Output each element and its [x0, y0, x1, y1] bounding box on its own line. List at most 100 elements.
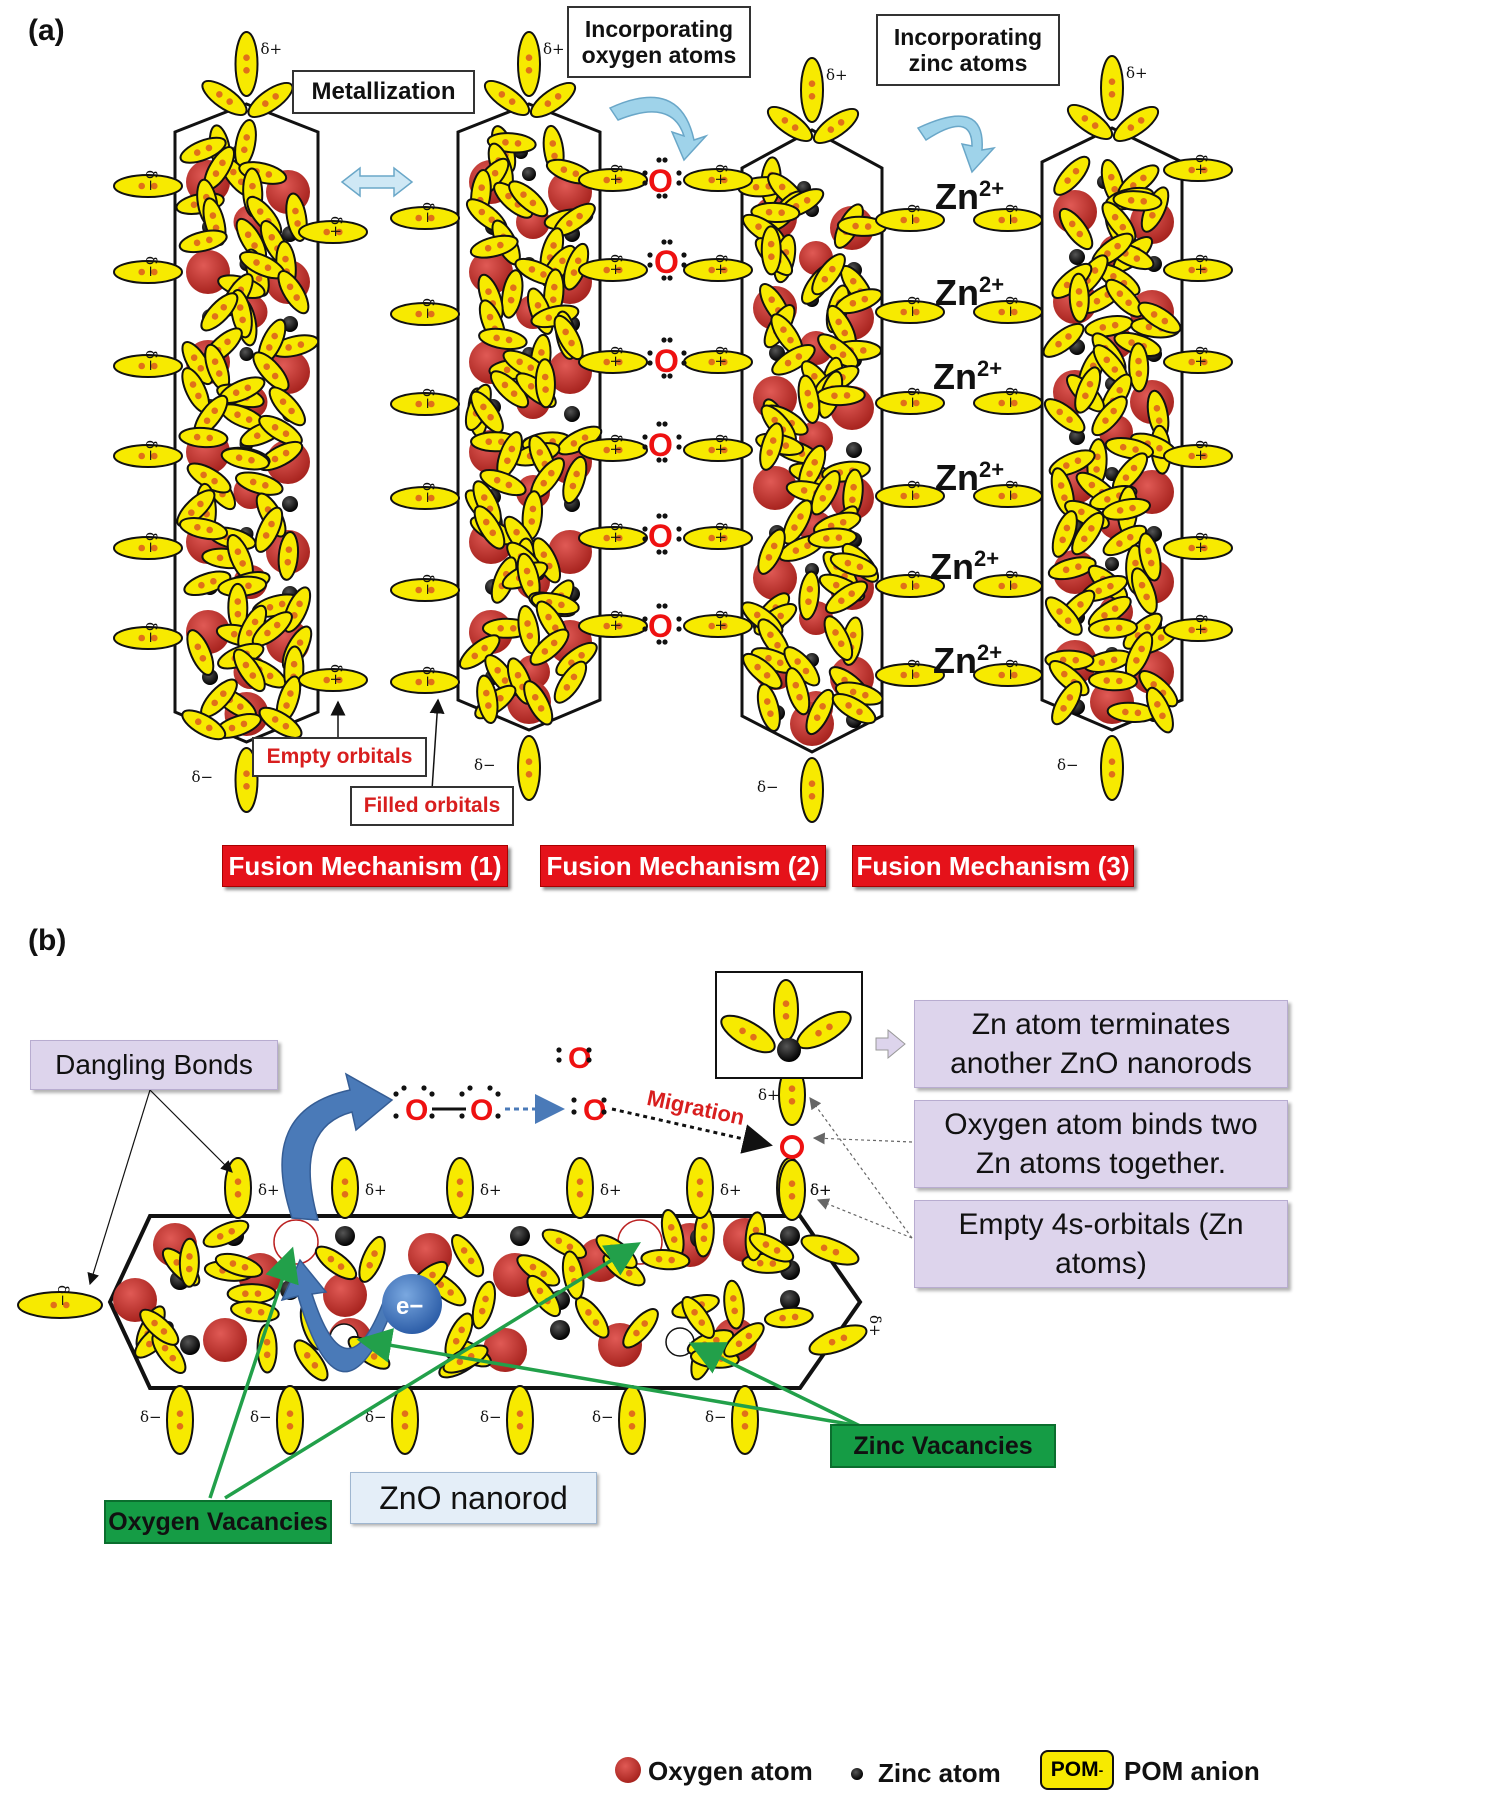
pom-anion-body [469, 234, 519, 259]
electron-label: e− [396, 1293, 423, 1320]
pom-electron-dot [271, 424, 279, 431]
pom-electron-dot [216, 554, 224, 562]
pom-anion-body [1051, 510, 1078, 558]
pom-electron-dot [510, 284, 517, 292]
pom-electron-dot [194, 718, 202, 725]
pom-electron-dot [1063, 462, 1070, 469]
pom-anion [390, 670, 460, 694]
terminates-pointer-arrow [875, 1028, 906, 1060]
pom-electron-dot [791, 524, 798, 531]
pom-electron-dot [286, 1423, 294, 1430]
pom-electron-dot [478, 1307, 486, 1315]
pom-electron-dot [773, 1247, 781, 1254]
pom-electron-dot [1122, 708, 1129, 716]
lone-pair-dot [393, 1091, 399, 1097]
pom-anion [298, 220, 368, 244]
pom-anion [331, 1157, 359, 1219]
pom-anion-body [811, 253, 846, 296]
delta-minus-label: δ− [1002, 296, 1020, 318]
pom-electron-dot [253, 259, 260, 266]
pom-anion [578, 614, 648, 638]
delta-minus-label: δ− [904, 387, 922, 409]
pom-anion [566, 1157, 594, 1219]
pom-electron-dot [570, 269, 578, 276]
pom-electron-dot [616, 176, 623, 184]
pom-anion [258, 414, 303, 447]
pom-electron-dot [232, 389, 240, 396]
delta-minus-label: δ− [757, 778, 779, 796]
pom-electron-dot [1119, 223, 1127, 231]
pom-anion-body [757, 528, 786, 575]
pom-electron-dot [1147, 559, 1155, 567]
pom-anion [578, 350, 648, 374]
pom-electron-dot [482, 518, 490, 526]
pom-electron-dot [205, 144, 213, 152]
pom-electron-dot [708, 358, 715, 366]
pom-anion-body [254, 506, 284, 553]
pom-anion [139, 1308, 180, 1346]
pom-anion-body [526, 1274, 561, 1318]
pom-electron-dot [525, 67, 533, 74]
oxygen-binds-pointer [812, 1132, 913, 1145]
pom-electron-dot [138, 362, 145, 370]
pom-anion-body [1051, 680, 1083, 726]
pom-electron-dot [243, 134, 251, 141]
pom-anion-body [1091, 395, 1128, 437]
pom-electron-dot [1056, 408, 1063, 416]
pom-anion [1068, 272, 1090, 323]
incorporated-oxygen-atom: O [648, 427, 673, 463]
pom-electron-dot [294, 220, 301, 227]
pom-anion-body [1100, 735, 1124, 801]
pom-anion [760, 225, 782, 276]
pom-electron-dot [245, 1307, 252, 1314]
delta-plus-label: δ+ [810, 1181, 832, 1199]
dangling-bonds-label: Dangling Bonds [30, 1040, 278, 1090]
pom-electron-dot [243, 54, 250, 61]
pom-anion-body [1163, 158, 1233, 182]
pom-anion [489, 370, 530, 409]
pom-anion-body [578, 350, 648, 374]
pom-anion-body [176, 489, 216, 528]
pom-electron-dot [782, 1000, 790, 1007]
delta-plus-label: δ+ [712, 610, 730, 632]
pom-electron-dot [721, 622, 728, 630]
pom-electron-dot [819, 703, 826, 710]
pom-anion-body [178, 426, 229, 449]
pom-anion-body [1163, 444, 1233, 468]
pom-anion-body [810, 470, 841, 516]
pom-anion-body [683, 258, 753, 282]
pom-electron-dot [668, 1256, 675, 1264]
pom-electron-dot [745, 1332, 753, 1340]
pom-anion-body [578, 614, 648, 638]
lone-pair-dot [647, 252, 653, 258]
pom-electron-dot [493, 334, 500, 342]
delta-minus-label: δ− [592, 1408, 614, 1426]
pom-anion [1112, 105, 1160, 143]
pom-electron-dot [849, 631, 857, 639]
zinc-atom [777, 1038, 801, 1062]
pom-electron-dot [234, 610, 242, 618]
pom-electron-dot [525, 771, 533, 778]
pom-anion-body [875, 574, 945, 598]
pom-electron-dot [849, 299, 857, 307]
zinc-vacancies-label: Zinc Vacancies [830, 1424, 1056, 1468]
pom-electron-dot [741, 1423, 749, 1430]
delta-minus-label: δ− [1002, 480, 1020, 502]
pom-anion-body [771, 344, 816, 376]
pom-electron-dot [864, 223, 872, 230]
pom-electron-dot [826, 1023, 833, 1031]
zinc-ion-label: Zn2+ [930, 546, 1000, 587]
zinc-atom [239, 347, 254, 361]
pom-electron-dot [487, 413, 494, 421]
delta-plus-label: δ+ [866, 1315, 884, 1337]
pom-electron-dot [538, 349, 545, 356]
delta-plus-label: δ+ [810, 1181, 832, 1199]
pom-anion-body [785, 667, 811, 716]
pom-electron-dot [1108, 78, 1116, 85]
pom-anion-body [183, 570, 232, 596]
pom-electron-dot [1110, 407, 1117, 415]
pom-anion-body [506, 1385, 534, 1455]
pom-electron-dot [900, 216, 907, 224]
pom-electron-dot [721, 176, 728, 184]
pom-electron-dot [1066, 694, 1074, 701]
